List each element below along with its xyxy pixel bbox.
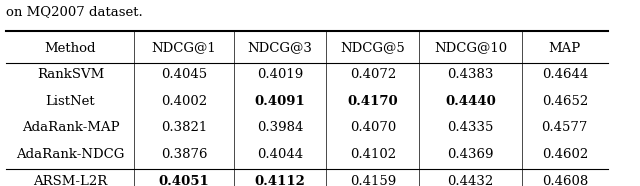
Text: 0.4383: 0.4383 — [447, 68, 493, 81]
Text: 0.4432: 0.4432 — [447, 175, 493, 186]
Text: RankSVM: RankSVM — [36, 68, 104, 81]
Text: AdaRank-NDCG: AdaRank-NDCG — [16, 148, 125, 161]
Text: 0.3984: 0.3984 — [257, 121, 303, 134]
Text: ARSM-L2R: ARSM-L2R — [33, 175, 108, 186]
Text: 0.3876: 0.3876 — [161, 148, 207, 161]
Text: MAP: MAP — [548, 41, 581, 54]
Text: 0.4102: 0.4102 — [349, 148, 396, 161]
Text: on MQ2007 dataset.: on MQ2007 dataset. — [6, 6, 143, 19]
Text: 0.4170: 0.4170 — [348, 95, 398, 108]
Text: 0.4159: 0.4159 — [349, 175, 396, 186]
Text: 0.4002: 0.4002 — [161, 95, 207, 108]
Text: 0.4577: 0.4577 — [541, 121, 588, 134]
Text: 0.4608: 0.4608 — [541, 175, 588, 186]
Text: NDCG@3: NDCG@3 — [248, 41, 312, 54]
Text: 0.4072: 0.4072 — [349, 68, 396, 81]
Text: 0.4652: 0.4652 — [541, 95, 588, 108]
Text: 0.4091: 0.4091 — [255, 95, 305, 108]
Text: 0.4112: 0.4112 — [255, 175, 305, 186]
Text: NDCG@10: NDCG@10 — [434, 41, 507, 54]
Text: 0.4051: 0.4051 — [159, 175, 209, 186]
Text: NDCG@5: NDCG@5 — [340, 41, 405, 54]
Text: Method: Method — [45, 41, 96, 54]
Text: ListNet: ListNet — [45, 95, 95, 108]
Text: 0.4045: 0.4045 — [161, 68, 207, 81]
Text: 0.4644: 0.4644 — [541, 68, 588, 81]
Text: 0.3821: 0.3821 — [161, 121, 207, 134]
Text: AdaRank-MAP: AdaRank-MAP — [22, 121, 119, 134]
Text: 0.4044: 0.4044 — [257, 148, 303, 161]
Text: 0.4335: 0.4335 — [447, 121, 493, 134]
Text: 0.4440: 0.4440 — [445, 95, 496, 108]
Text: NDCG@1: NDCG@1 — [152, 41, 216, 54]
Text: 0.4070: 0.4070 — [349, 121, 396, 134]
Text: 0.4019: 0.4019 — [257, 68, 303, 81]
Text: 0.4369: 0.4369 — [447, 148, 493, 161]
Text: 0.4602: 0.4602 — [541, 148, 588, 161]
